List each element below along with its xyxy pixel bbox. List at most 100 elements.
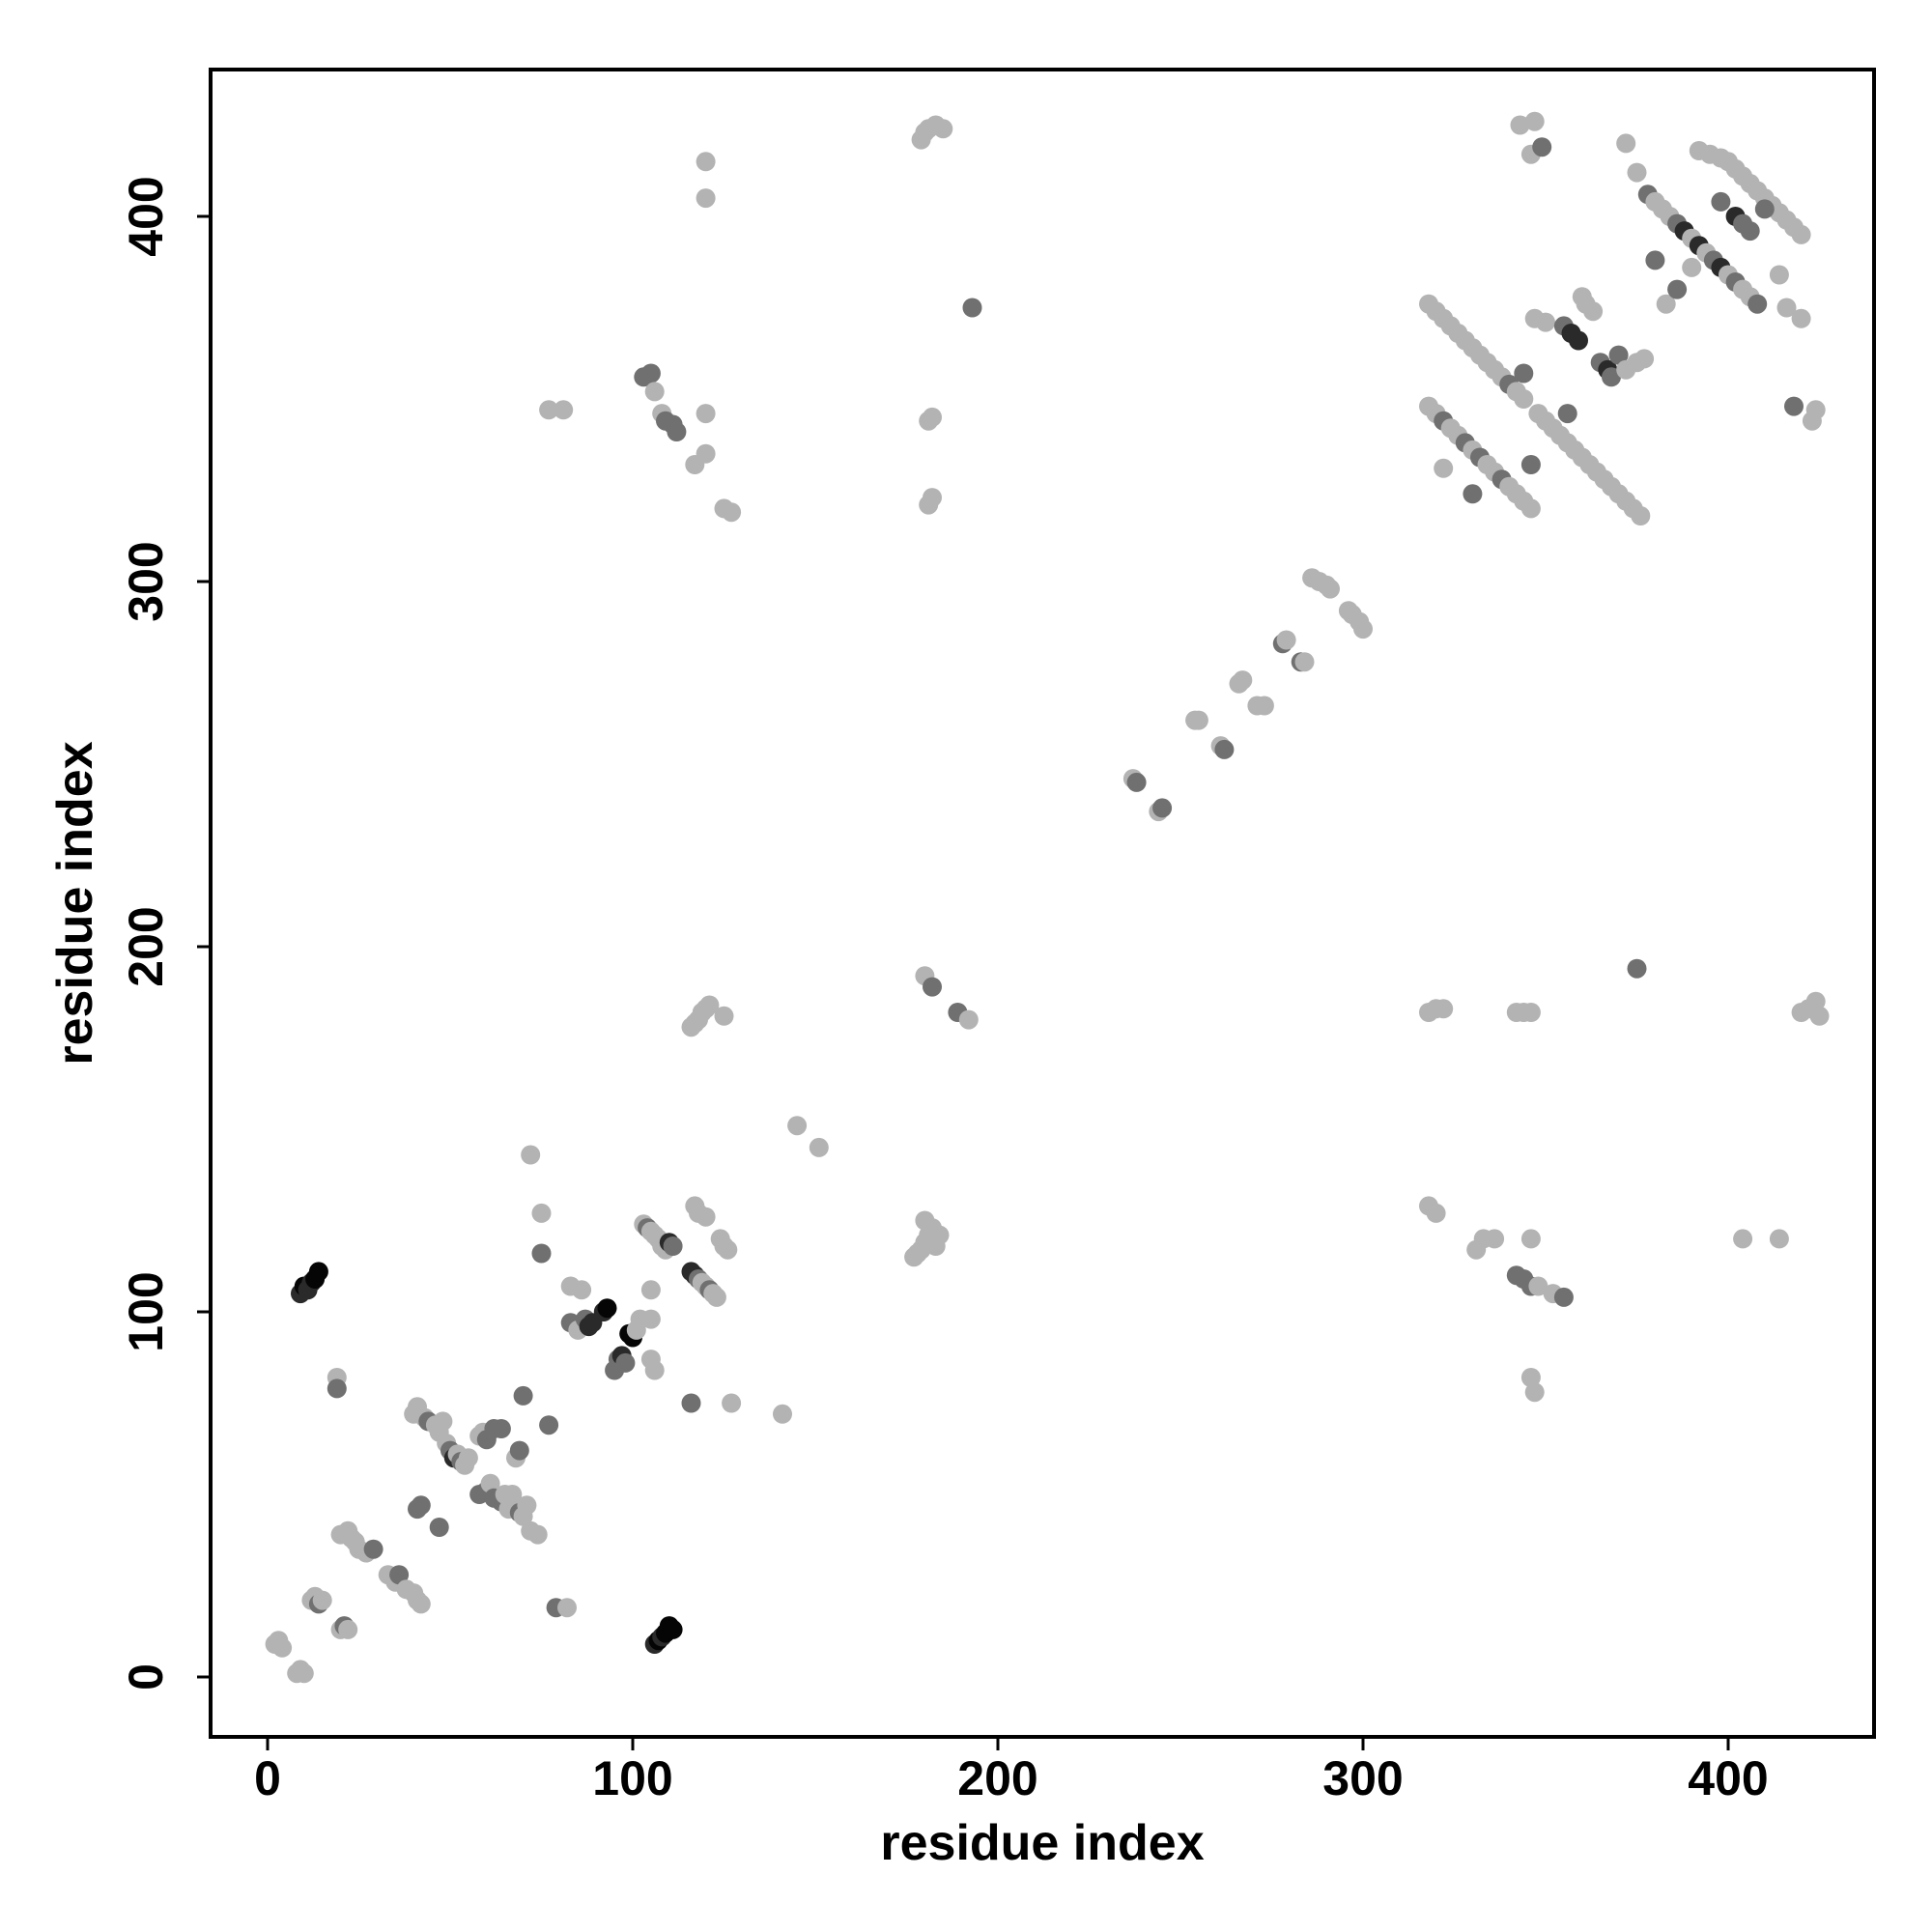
contact-point — [1769, 265, 1789, 285]
contact-point — [531, 1203, 552, 1223]
contact-point — [1645, 250, 1665, 270]
contact-point — [1276, 630, 1296, 650]
contact-point — [1784, 396, 1804, 416]
contact-point — [1426, 1203, 1446, 1223]
contact-point — [699, 995, 720, 1015]
contact-point — [1152, 798, 1173, 818]
contact-point — [527, 1524, 548, 1545]
y-tick-label: 200 — [119, 906, 173, 986]
y-tick-label: 100 — [119, 1271, 173, 1351]
y-axis-title: residue index — [47, 741, 103, 1065]
contact-point — [1791, 224, 1811, 244]
contact-point — [1463, 484, 1483, 504]
contact-point — [539, 400, 559, 420]
contact-point — [411, 1495, 431, 1516]
contact-point — [1733, 1229, 1753, 1249]
contact-point — [1608, 345, 1629, 365]
contact-point — [294, 1663, 314, 1684]
contact-point — [1321, 579, 1340, 599]
contact-point — [1532, 137, 1552, 157]
contact-point — [509, 1440, 529, 1461]
contact-point — [531, 1243, 552, 1264]
contact-point — [1809, 1006, 1830, 1026]
contact-point — [272, 1637, 293, 1658]
contact-point — [1294, 652, 1315, 672]
contact-point — [338, 1619, 358, 1639]
contact-point — [644, 382, 665, 402]
contact-point — [696, 404, 716, 424]
contact-point — [1616, 133, 1636, 154]
contact-point — [958, 1009, 979, 1030]
contact-point — [539, 1415, 559, 1435]
contact-point — [1805, 991, 1826, 1011]
x-axis: 0 100 200 300 400 — [254, 1737, 1769, 1805]
contact-point — [962, 298, 982, 318]
contact-point — [458, 1448, 478, 1468]
contact-point — [1434, 999, 1454, 1019]
contact-point — [1485, 1229, 1505, 1249]
contact-point — [1536, 312, 1555, 332]
contact-point — [615, 1352, 636, 1373]
contact-point — [429, 1518, 449, 1537]
x-tick-label: 300 — [1322, 1751, 1403, 1805]
x-tick-label: 400 — [1688, 1751, 1768, 1805]
contact-point — [554, 400, 574, 420]
plot-frame — [209, 68, 1876, 1739]
contact-point — [1769, 1229, 1789, 1249]
contact-point — [1353, 619, 1373, 639]
contact-point — [1667, 279, 1688, 299]
contact-point — [1520, 1368, 1541, 1387]
contact-point — [513, 1385, 533, 1406]
y-tick-label: 300 — [119, 541, 173, 621]
y-tick-label: 400 — [119, 176, 173, 256]
contact-point — [722, 502, 742, 523]
contact-point — [809, 1137, 829, 1157]
contact-point — [1254, 696, 1274, 716]
contact-point — [363, 1539, 384, 1559]
contact-point — [1602, 367, 1621, 387]
y-tick-label: 0 — [119, 1663, 173, 1690]
contact-point — [933, 119, 953, 139]
contact-point — [773, 1404, 792, 1424]
contact-point — [1711, 191, 1731, 212]
contact-point — [640, 363, 661, 384]
contact-point — [1434, 458, 1454, 478]
contact-point — [1528, 1276, 1548, 1296]
contact-point — [718, 1239, 738, 1260]
contact-point — [1524, 111, 1545, 131]
x-tick-label: 0 — [254, 1751, 281, 1805]
contact-point — [1520, 1229, 1541, 1249]
contact-point — [722, 1393, 742, 1413]
points-layer — [265, 111, 1830, 1684]
contact-point — [327, 1378, 347, 1399]
contact-point — [1776, 298, 1797, 318]
contact-point — [1514, 363, 1534, 384]
contact-point — [1634, 349, 1655, 369]
contact-point — [923, 977, 942, 997]
contact-point — [644, 1360, 665, 1380]
contact-point — [411, 1594, 431, 1614]
contact-point — [696, 1207, 716, 1227]
contact-point — [1747, 294, 1768, 314]
contact-point — [915, 1210, 935, 1231]
contact-point — [1520, 455, 1541, 474]
x-axis-title: residue index — [880, 1815, 1204, 1871]
contact-point — [714, 1006, 734, 1026]
contact-point — [929, 1225, 950, 1245]
y-axis: 0 100 200 300 400 — [119, 176, 211, 1690]
contact-point — [517, 1495, 537, 1516]
x-tick-label: 200 — [957, 1751, 1037, 1805]
contact-point — [433, 1411, 453, 1432]
contact-point — [521, 1145, 541, 1165]
contact-point — [1740, 221, 1760, 242]
contact-point — [640, 1280, 661, 1300]
contact-point — [1514, 389, 1534, 409]
contact-point — [663, 1619, 683, 1639]
contact-point — [696, 443, 716, 464]
contact-point — [1791, 308, 1811, 328]
contact-point — [1188, 710, 1208, 730]
contact-point — [787, 1116, 808, 1136]
contact-point — [1126, 772, 1147, 792]
contact-point — [572, 1280, 592, 1300]
